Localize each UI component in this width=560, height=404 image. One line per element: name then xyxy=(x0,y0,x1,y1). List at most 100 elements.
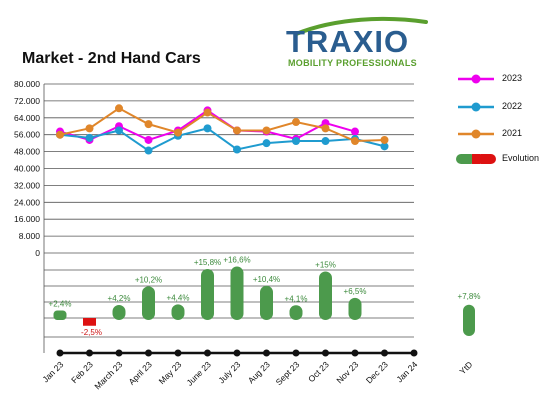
legend-swatch-2023 xyxy=(458,74,494,84)
legend-item-2023: 2023 xyxy=(454,72,554,86)
series-point-2021 xyxy=(174,128,182,137)
series-point-2022 xyxy=(292,137,300,146)
y-tick-label: 80.000 xyxy=(14,79,40,89)
x-axis-dot xyxy=(381,349,388,357)
series-point-2021 xyxy=(203,108,212,117)
evolution-bar xyxy=(83,318,96,326)
series-point-2021 xyxy=(115,104,123,113)
series-point-2022 xyxy=(144,146,153,155)
x-tick-label: July 23 xyxy=(216,359,242,385)
series-point-2021 xyxy=(380,135,389,144)
ytd-bar xyxy=(463,304,475,336)
x-tick-label: Jan 23 xyxy=(40,359,65,384)
series-point-2022 xyxy=(380,142,389,151)
x-tick-label: Aug 23 xyxy=(246,359,272,385)
legend-swatch-evolution xyxy=(456,154,496,164)
x-axis-dot xyxy=(292,349,300,357)
traxio-logo: TRAXIO MOBILITY PROFESSIONALS xyxy=(286,16,436,74)
logo-tagline: MOBILITY PROFESSIONALS xyxy=(288,58,417,68)
series-point-2022 xyxy=(233,145,241,154)
legend-label-evolution: Evolution xyxy=(502,153,540,163)
x-axis-dot xyxy=(174,349,182,357)
series-point-2021 xyxy=(292,118,300,127)
evolution-bar xyxy=(142,286,155,320)
evolution-data-label: +16,6% xyxy=(223,256,250,265)
y-tick-label: 72.000 xyxy=(14,96,40,106)
series-point-2021 xyxy=(233,126,241,135)
x-axis-dot xyxy=(145,349,152,357)
ytd-category-label: YtD xyxy=(457,359,474,376)
series-point-2022 xyxy=(321,137,330,146)
x-tick-label: June 23 xyxy=(184,359,213,388)
evolution-bar xyxy=(289,305,303,320)
series-point-2022 xyxy=(203,124,212,133)
evolution-bar xyxy=(260,285,273,320)
x-tick-label: March 23 xyxy=(92,359,124,391)
legend-label-2022: 2022 xyxy=(502,101,523,111)
evolution-bar xyxy=(348,297,362,320)
evolution-data-label: +10,4% xyxy=(253,275,280,284)
y-tick-label: 24.000 xyxy=(14,197,40,207)
y-tick-label: 48.000 xyxy=(14,147,40,157)
x-axis-dot xyxy=(56,349,64,357)
legend-label-2023: 2023 xyxy=(502,73,523,83)
evolution-bar xyxy=(230,266,244,320)
y-tick-label: 8.000 xyxy=(19,231,41,241)
series-point-2021 xyxy=(351,137,359,146)
series-point-2021 xyxy=(144,120,153,129)
evolution-data-label: +4,1% xyxy=(285,294,308,303)
x-axis-dot xyxy=(351,349,359,357)
x-tick-label: May 23 xyxy=(157,359,184,386)
y-tick-label: 64.000 xyxy=(14,113,40,123)
y-tick-label: 16.000 xyxy=(14,214,40,224)
series-point-2022 xyxy=(262,139,271,148)
x-axis-dot xyxy=(263,349,270,357)
y-tick-label: 0 xyxy=(35,248,40,258)
x-tick-label: April 23 xyxy=(126,359,154,387)
x-axis-dot xyxy=(410,349,418,357)
series-point-2022 xyxy=(115,126,123,135)
x-tick-label: Jan 24 xyxy=(394,359,419,384)
series-line-2021 xyxy=(59,107,385,143)
x-axis-dot xyxy=(233,349,241,357)
x-axis-dot xyxy=(115,349,123,357)
evolution-data-label: +4,4% xyxy=(167,293,190,302)
evolution-bar xyxy=(112,304,126,320)
series-point-2022 xyxy=(85,133,94,142)
evolution-bar xyxy=(201,269,214,320)
legend-swatch-2022 xyxy=(458,102,494,112)
series-point-2021 xyxy=(262,126,271,135)
series-line-2022 xyxy=(59,127,385,152)
chart-title: Market - 2nd Hand Cars xyxy=(22,50,201,67)
ytd-data-label: +7,8% xyxy=(458,292,481,301)
logo-wordmark: TRAXIO xyxy=(286,24,410,59)
series-point-2021 xyxy=(56,130,64,139)
series-point-2023 xyxy=(351,127,359,136)
legend-item-2021: 2021 xyxy=(454,127,554,141)
x-tick-label: Sept 23 xyxy=(274,359,302,387)
series-point-2021 xyxy=(321,124,330,133)
x-axis-dot xyxy=(86,349,93,357)
evolution-bar xyxy=(171,304,185,320)
x-tick-label: Nov 23 xyxy=(334,359,360,385)
x-tick-label: Dec 23 xyxy=(364,359,390,385)
x-tick-label: Feb 23 xyxy=(69,359,95,385)
evolution-data-label: +6,5% xyxy=(344,287,367,296)
x-tick-label: Oct 23 xyxy=(306,359,331,384)
y-tick-label: 40.000 xyxy=(14,164,40,174)
evolution-data-label: +10,2% xyxy=(135,275,162,284)
logo-swoosh-icon xyxy=(294,16,428,36)
legend-item-evolution: Evolution xyxy=(454,152,554,166)
evolution-data-label: +15,8% xyxy=(194,258,221,267)
legend-swatch-2021 xyxy=(458,129,494,139)
series-point-2023 xyxy=(144,135,153,144)
x-axis-dot xyxy=(322,349,329,357)
evolution-data-label: -2,5% xyxy=(81,328,102,337)
evolution-bar xyxy=(53,310,67,320)
legend-item-2022: 2022 xyxy=(454,100,554,114)
series-point-2021 xyxy=(85,124,94,133)
evolution-bar xyxy=(319,271,332,320)
x-axis-dot xyxy=(204,349,211,357)
evolution-data-label: +4,2% xyxy=(108,294,131,303)
